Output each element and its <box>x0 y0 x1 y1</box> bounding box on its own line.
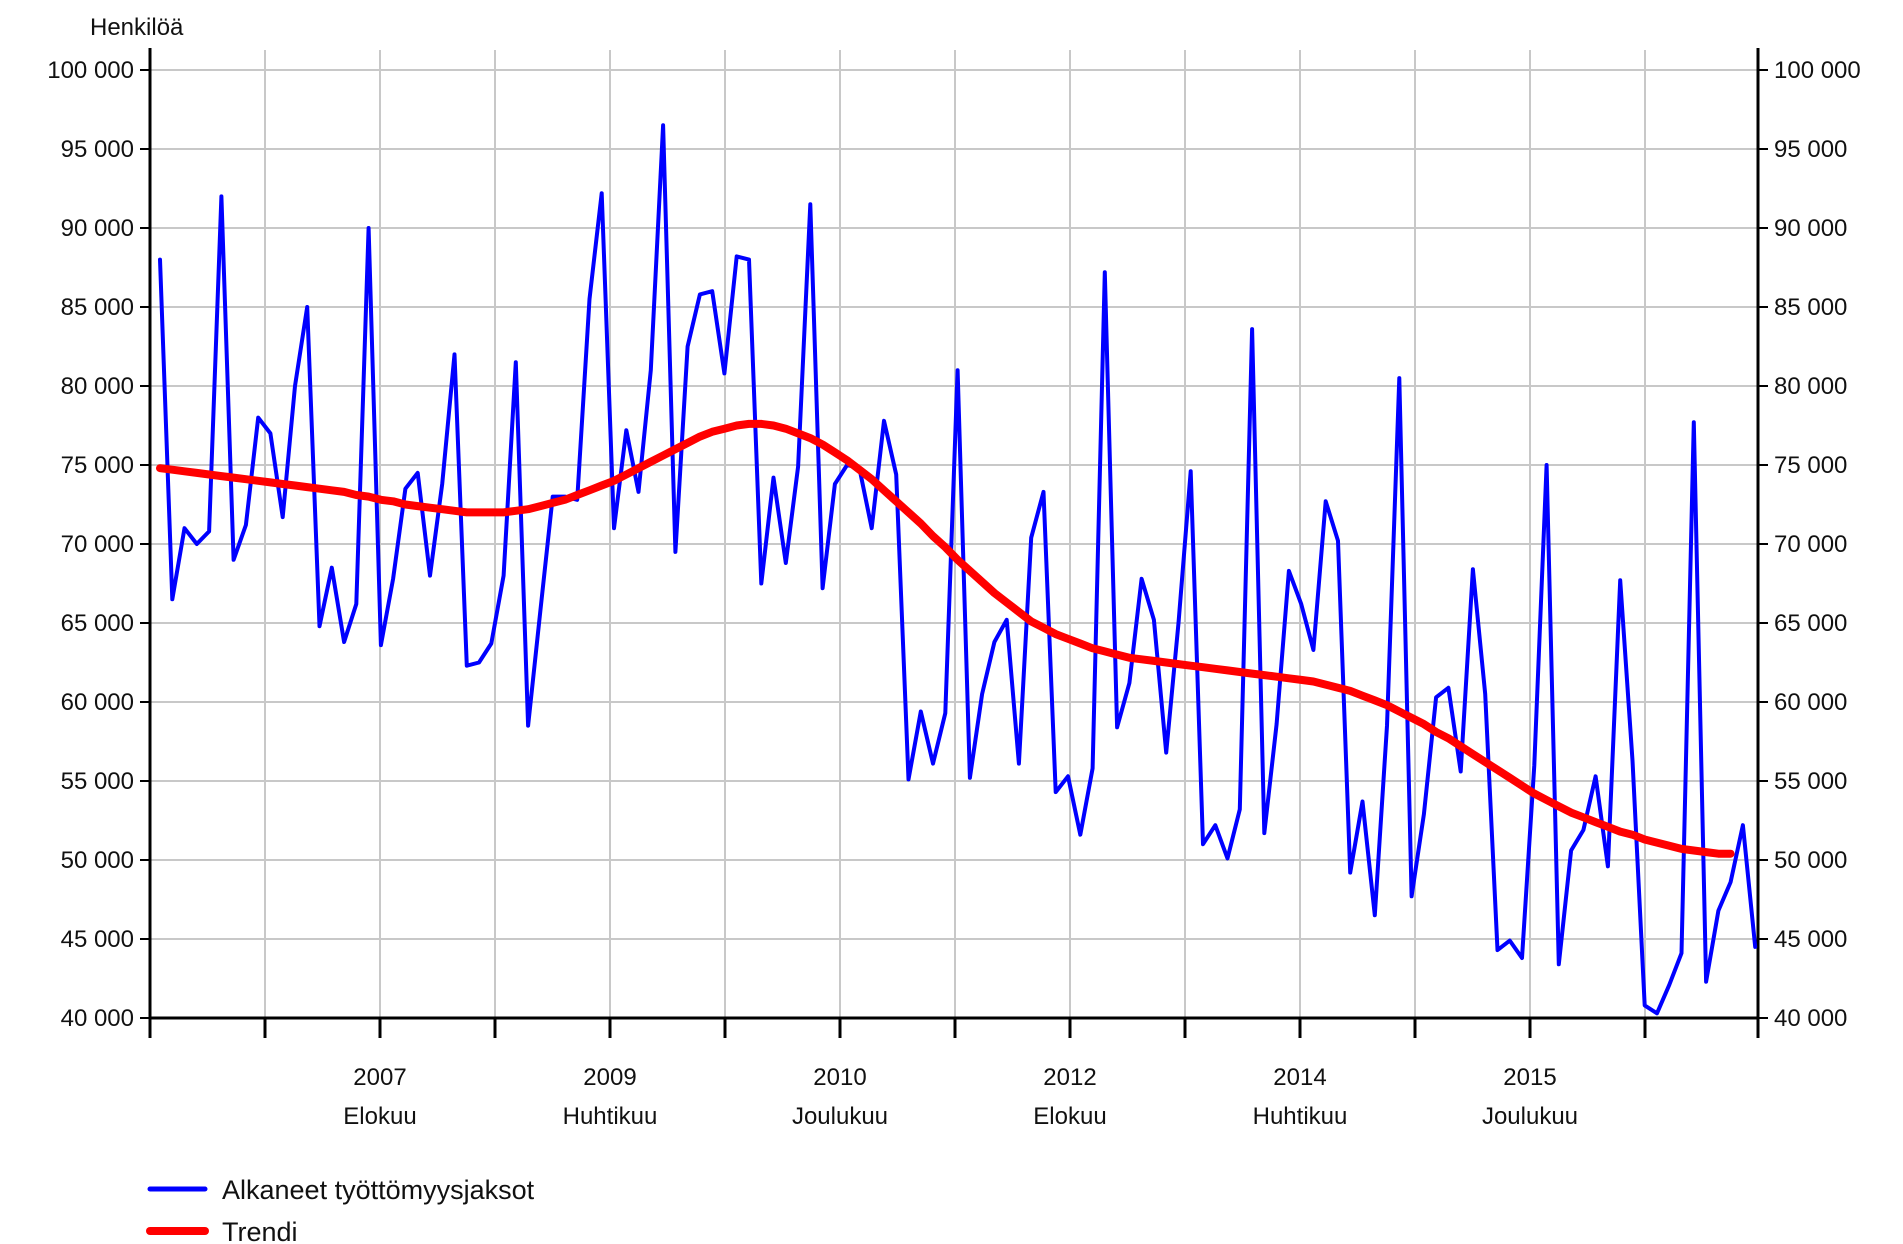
x-tick-label-month: Joulukuu <box>1482 1103 1578 1130</box>
x-tick-label-year: 2015 <box>1503 1064 1556 1091</box>
x-tick-label-month: Elokuu <box>1033 1103 1106 1130</box>
y-tick-label-left: 95 000 <box>61 136 134 163</box>
y-axis-right-ticks: 100 000 95 000 90 000 85 000 80 000 75 000 70 … <box>1758 57 1861 1032</box>
y-tick-label-left: 75 000 <box>61 452 134 479</box>
legend-label: Alkaneet työttömyysjaksot <box>222 1175 535 1205</box>
y-tick-label-right: 85 000 <box>1774 294 1847 321</box>
x-tick-label-year: 2007 <box>353 1064 406 1091</box>
x-tick-label-month: Huhtikuu <box>1253 1103 1348 1130</box>
y-axis-left-ticks: 100 000 95 000 90 000 85 000 80 000 75 000 70 … <box>47 57 150 1032</box>
legend: Alkaneet työttömyysjaksot Trendi <box>146 1175 535 1244</box>
y-tick-label-right: 55 000 <box>1774 768 1847 795</box>
y-tick-label-right: 60 000 <box>1774 689 1847 716</box>
x-tick-label-year: 2012 <box>1043 1064 1096 1091</box>
x-tick-label-year: 2014 <box>1273 1064 1326 1091</box>
y-tick-label-right: 100 000 <box>1774 57 1861 84</box>
y-tick-label-right: 70 000 <box>1774 531 1847 558</box>
y-tick-label-right: 90 000 <box>1774 215 1847 242</box>
y-tick-label-right: 80 000 <box>1774 373 1847 400</box>
y-tick-label-left: 40 000 <box>61 1005 134 1032</box>
y-tick-label-left: 85 000 <box>61 294 134 321</box>
y-tick-label-left: 45 000 <box>61 926 134 953</box>
y-tick-label-left: 70 000 <box>61 531 134 558</box>
y-tick-label-right: 75 000 <box>1774 452 1847 479</box>
x-axis-ticks: 2007 Elokuu 2009 Huhtikuu 2010 Joulukuu 2012 El… <box>148 1018 1760 1130</box>
x-tick-label-month: Joulukuu <box>792 1103 888 1130</box>
y-tick-label-left: 80 000 <box>61 373 134 400</box>
y-tick-label-right: 95 000 <box>1774 136 1847 163</box>
legend-label: Trendi <box>222 1217 298 1244</box>
series-line-alkaneet <box>158 123 1758 1016</box>
x-tick-label-month: Elokuu <box>343 1103 416 1130</box>
y-tick-label-right: 45 000 <box>1774 926 1847 953</box>
series-lines <box>156 123 1758 1016</box>
gridlines <box>150 50 1758 1019</box>
y-tick-label-right: 50 000 <box>1774 847 1847 874</box>
y-tick-label-right: 65 000 <box>1774 610 1847 637</box>
series-line-trendi <box>156 419 1735 858</box>
x-tick-label-year: 2010 <box>813 1064 866 1091</box>
y-tick-label-right: 40 000 <box>1774 1005 1847 1032</box>
y-tick-label-left: 55 000 <box>61 768 134 795</box>
y-tick-label-left: 100 000 <box>47 57 134 84</box>
x-tick-label-month: Huhtikuu <box>563 1103 658 1130</box>
y-tick-label-left: 90 000 <box>61 215 134 242</box>
x-tick-label-year: 2009 <box>583 1064 636 1091</box>
y-tick-label-left: 50 000 <box>61 847 134 874</box>
y-tick-label-left: 65 000 <box>61 610 134 637</box>
y-tick-label-left: 60 000 <box>61 689 134 716</box>
y-axis-unit-label: Henkilöä <box>90 14 184 41</box>
